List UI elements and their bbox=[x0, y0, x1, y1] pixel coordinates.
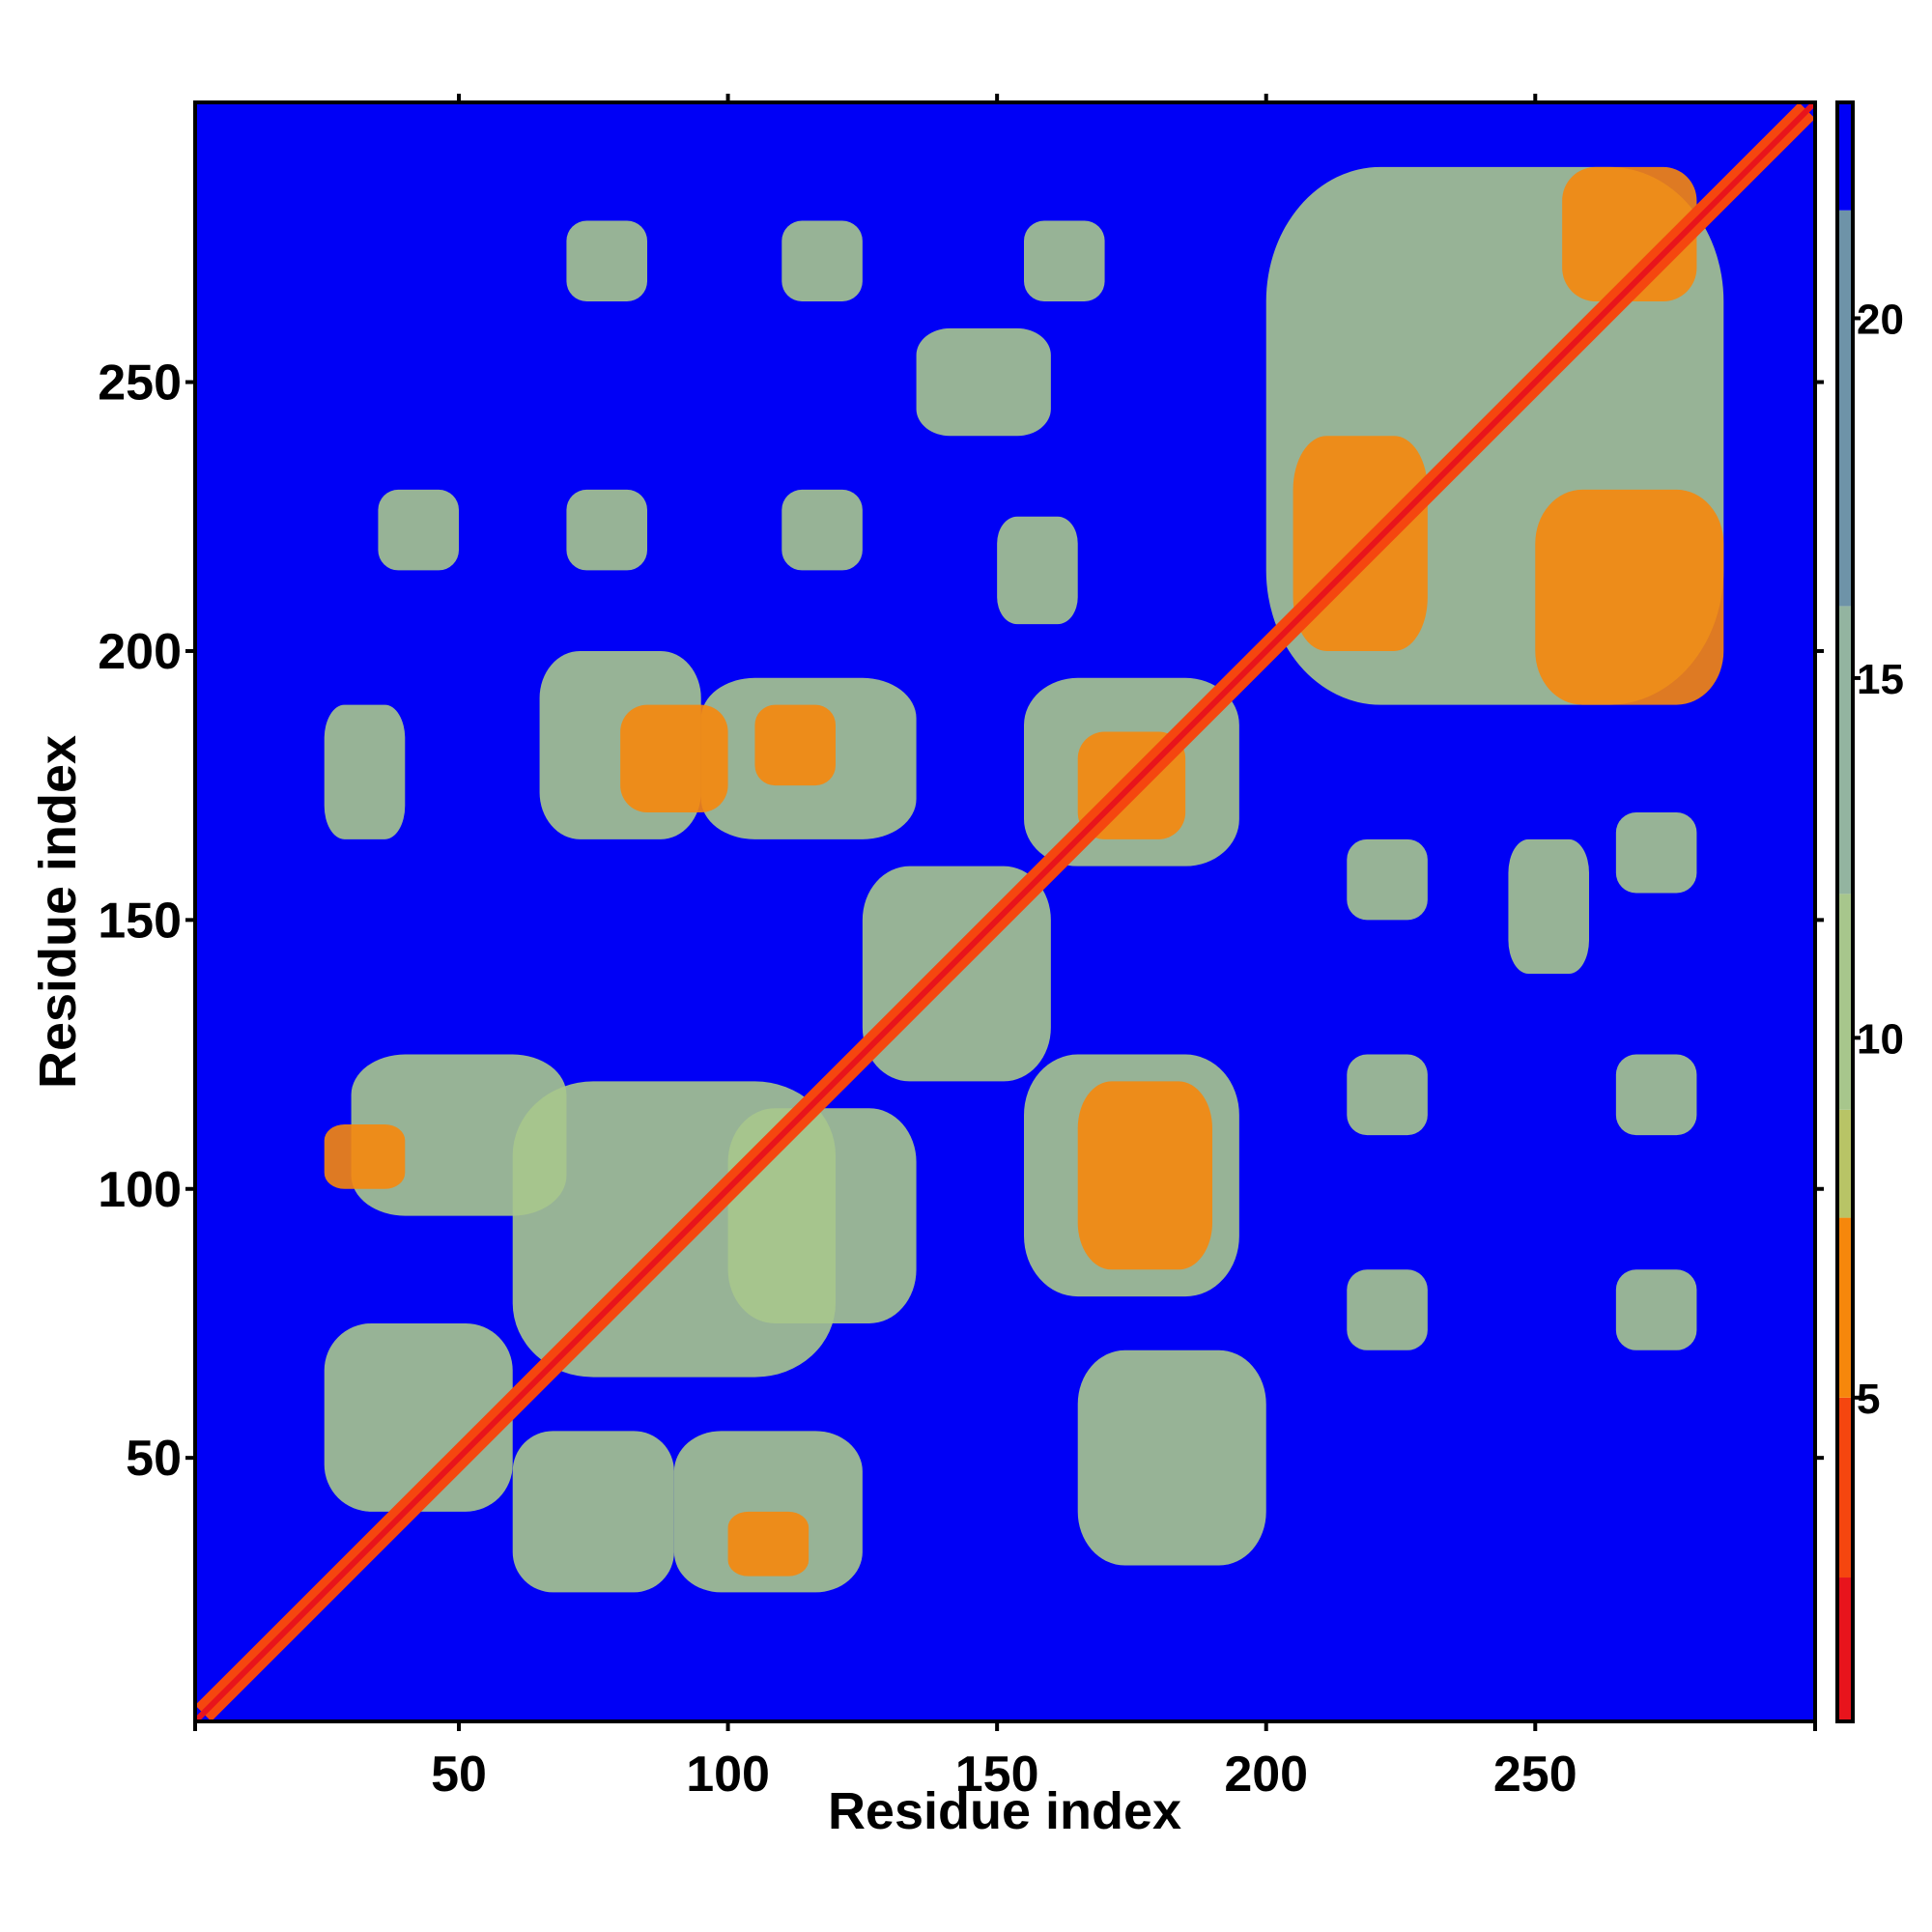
contact-region-35 bbox=[781, 220, 863, 302]
colorbar-tick-label: 15 bbox=[1857, 656, 1904, 703]
contact-region-26 bbox=[1615, 811, 1697, 894]
colorbar-tick-label: 20 bbox=[1857, 296, 1904, 343]
contact-region-38 bbox=[378, 489, 459, 571]
contact-region-11 bbox=[727, 1511, 810, 1577]
colorbar-band-4 bbox=[1837, 1109, 1853, 1218]
contact-region-34 bbox=[566, 220, 647, 302]
colorbar-frame bbox=[1835, 100, 1855, 1723]
x-tick-label: 100 bbox=[686, 1747, 770, 1803]
y-tick-label: 50 bbox=[126, 1431, 182, 1487]
contact-region-30 bbox=[1615, 1269, 1697, 1350]
contact-region-13 bbox=[324, 1123, 406, 1189]
colorbar-band-6 bbox=[1837, 606, 1853, 895]
y-tick-label: 100 bbox=[98, 1162, 182, 1218]
contact-region-31 bbox=[566, 489, 647, 571]
colorbar-band-2 bbox=[1837, 1397, 1853, 1578]
x-tick-label: 200 bbox=[1224, 1747, 1308, 1803]
x-tick-label: 250 bbox=[1493, 1747, 1577, 1803]
colorbar-band-1 bbox=[1837, 1577, 1853, 1721]
contact-region-28 bbox=[1615, 1054, 1697, 1136]
heatmap-cells bbox=[195, 102, 1815, 1721]
x-tick-label: 50 bbox=[431, 1747, 487, 1803]
contact-region-32 bbox=[781, 489, 863, 571]
contact-region-19 bbox=[1077, 1350, 1266, 1566]
x-axis: 50 100 150 200 250 bbox=[193, 94, 1817, 1803]
contact-region-4 bbox=[620, 704, 728, 812]
contact-region-25 bbox=[1508, 838, 1589, 975]
colorbar: 5 10 15 20 bbox=[1835, 100, 1904, 1723]
contact-region-24 bbox=[1347, 838, 1428, 921]
colorbar-band-7 bbox=[1837, 210, 1853, 607]
y-tick-label: 250 bbox=[98, 355, 182, 412]
x-tick-label: 150 bbox=[955, 1747, 1039, 1803]
y-tick-label: 150 bbox=[98, 893, 182, 949]
contact-region-9 bbox=[512, 1431, 674, 1593]
contact-region-1 bbox=[324, 704, 406, 839]
diagonal-core bbox=[195, 102, 1815, 1721]
colorbar-tick-label: 5 bbox=[1857, 1376, 1880, 1423]
colorbar-band-5 bbox=[1837, 894, 1853, 1110]
y-tick-label: 200 bbox=[98, 624, 182, 680]
y-axis: 50 100 150 200 250 bbox=[98, 355, 1824, 1487]
y-axis-title: Residue index bbox=[29, 735, 87, 1089]
colorbar-tick-label: 10 bbox=[1857, 1015, 1904, 1063]
x-axis-title: Residue index bbox=[828, 1782, 1181, 1840]
contact-region-18 bbox=[1077, 1081, 1212, 1270]
plot-frame bbox=[193, 100, 1817, 1723]
contact-region-22 bbox=[1535, 489, 1724, 705]
contact-region-36 bbox=[1024, 220, 1105, 302]
contact-region-33 bbox=[997, 516, 1078, 625]
colorbar-band-3 bbox=[1837, 1217, 1853, 1398]
colorbar-band-8 bbox=[1837, 102, 1853, 211]
contact-region-27 bbox=[1347, 1054, 1428, 1136]
contact-region-37 bbox=[916, 327, 1051, 437]
contact-region-5 bbox=[754, 704, 836, 786]
contact-region-29 bbox=[1347, 1269, 1428, 1350]
contact-region-15 bbox=[727, 1108, 917, 1323]
